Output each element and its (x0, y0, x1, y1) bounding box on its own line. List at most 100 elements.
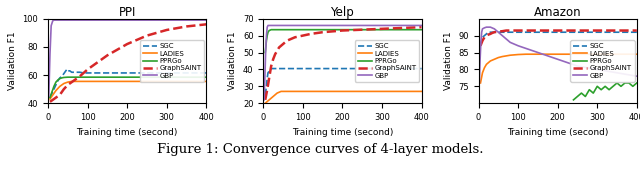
LADIES (48, 95, 56, 97)
SGC (76, 71, 83, 73)
PPRGo (621, 82, 628, 84)
GBP (279, 24, 287, 27)
LADIES (143, 80, 151, 82)
PPRGo (52, 81, 60, 83)
GBP (49, 20, 56, 22)
GraphSAINT (56, 94, 64, 96)
GBP (515, 45, 522, 47)
LADIES (554, 53, 561, 55)
LADIES (477, 82, 484, 84)
LADIES (499, 56, 506, 58)
GraphSAINT (202, 23, 210, 25)
Line: GBP: GBP (264, 25, 422, 100)
Line: LADIES: LADIES (50, 81, 206, 99)
SGC (63, 68, 71, 70)
GraphSAINT (534, 30, 541, 32)
GraphSAINT (495, 30, 502, 33)
LADIES (283, 90, 291, 93)
GBP (499, 35, 506, 37)
GBP (593, 68, 601, 70)
GBP (484, 26, 492, 28)
PPRGo (271, 29, 279, 31)
PPRGo (68, 76, 76, 78)
GraphSAINT (358, 29, 366, 31)
LADIES (182, 80, 190, 82)
PPRGo (299, 29, 307, 31)
PPRGo (629, 85, 637, 87)
Line: PPRGo: PPRGo (265, 30, 422, 53)
GraphSAINT (104, 54, 111, 56)
PPRGo (418, 29, 426, 31)
GraphSAINT (283, 40, 291, 42)
SGC (268, 67, 275, 70)
PPRGo (378, 29, 386, 31)
GBP (418, 24, 426, 27)
SGC (54, 80, 61, 82)
GraphSAINT (502, 30, 510, 32)
GraphSAINT (488, 32, 496, 34)
LADIES (486, 60, 494, 62)
GBP (268, 24, 275, 27)
LADIES (593, 53, 601, 55)
LADIES (479, 72, 486, 74)
GraphSAINT (54, 95, 61, 97)
SGC (418, 67, 426, 70)
GraphSAINT (573, 30, 581, 32)
GBP (64, 19, 72, 21)
PPRGo (582, 95, 589, 98)
Line: GBP: GBP (479, 27, 637, 83)
X-axis label: Training time (second): Training time (second) (76, 127, 178, 137)
PPRGo (143, 76, 151, 78)
PPRGo (76, 76, 83, 78)
GBP (299, 24, 307, 27)
PPRGo (398, 29, 406, 31)
LADIES (613, 53, 621, 55)
GBP (490, 28, 498, 30)
GBP (486, 26, 494, 28)
GraphSAINT (60, 88, 68, 90)
Line: GraphSAINT: GraphSAINT (481, 31, 637, 46)
PPRGo (202, 76, 210, 78)
SGC (163, 72, 170, 74)
GBP (202, 19, 210, 21)
PPRGo (60, 76, 68, 78)
GraphSAINT (143, 35, 151, 37)
GraphSAINT (52, 96, 60, 99)
LADIES (124, 80, 131, 82)
GraphSAINT (299, 35, 307, 37)
Y-axis label: Validation F1: Validation F1 (8, 32, 17, 90)
GBP (483, 26, 490, 28)
LADIES (339, 90, 346, 93)
SGC (124, 72, 131, 74)
SGC (506, 31, 514, 33)
PPRGo (625, 82, 633, 84)
GBP (378, 24, 386, 27)
GraphSAINT (515, 30, 522, 32)
Line: PPRGo: PPRGo (573, 83, 637, 100)
PPRGo (593, 85, 601, 87)
GraphSAINT (307, 33, 315, 35)
GraphSAINT (319, 31, 326, 33)
GraphSAINT (58, 91, 66, 93)
PPRGo (602, 85, 609, 87)
GraphSAINT (46, 101, 54, 103)
LADIES (54, 87, 61, 90)
Line: GraphSAINT: GraphSAINT (50, 24, 206, 102)
GraphSAINT (68, 81, 76, 83)
PPRGo (48, 91, 56, 93)
SGC (279, 67, 287, 70)
LADIES (261, 102, 269, 104)
GBP (264, 26, 271, 28)
PPRGo (261, 51, 269, 54)
GraphSAINT (593, 30, 601, 32)
GraphSAINT (378, 28, 386, 30)
GBP (266, 24, 273, 27)
LADIES (269, 95, 277, 98)
PPRGo (609, 85, 617, 87)
Y-axis label: Validation F1: Validation F1 (228, 32, 237, 90)
LADIES (279, 90, 287, 93)
LADIES (202, 80, 210, 82)
PPRGo (605, 89, 613, 91)
SGC (74, 71, 81, 73)
SGC (299, 67, 307, 70)
